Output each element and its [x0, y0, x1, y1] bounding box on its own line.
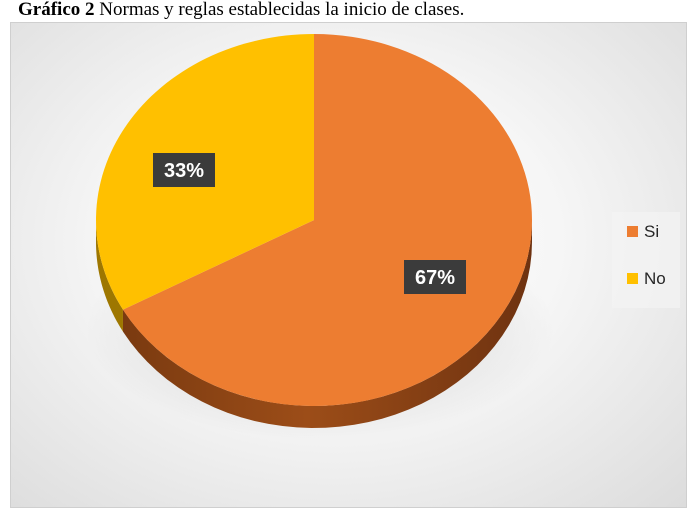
pie-side-no [96, 220, 123, 332]
data-label-si: 67% [415, 267, 455, 289]
caption-number: Gráfico 2 [18, 0, 95, 20]
legend: Si No [612, 212, 680, 308]
data-label-box-si [404, 260, 466, 294]
legend-swatch-no [627, 273, 638, 284]
caption-text: Normas y reglas establecidas la inicio d… [94, 0, 465, 20]
data-label-no: 33% [164, 160, 204, 182]
legend-label-si: Si [644, 222, 659, 241]
pie-slices [96, 34, 533, 428]
legend-swatch-si [627, 226, 638, 237]
data-label-box-no [153, 153, 215, 187]
legend-label-no: No [644, 269, 666, 288]
pie-slice-si [122, 34, 533, 407]
legend-box [612, 212, 680, 308]
data-labels: 67% 33% [153, 153, 466, 294]
chart-caption: Gráfico 2 Normas y reglas establecidas l… [18, 0, 691, 22]
